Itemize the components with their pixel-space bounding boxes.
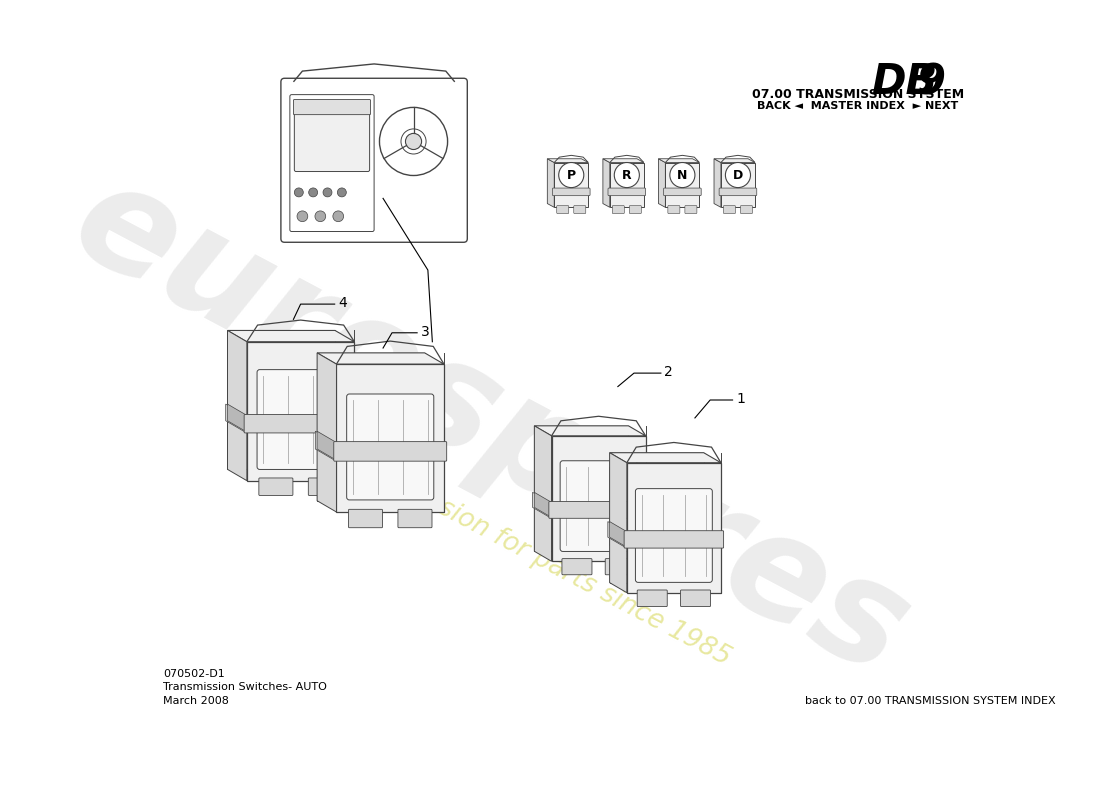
FancyBboxPatch shape [294, 99, 371, 114]
FancyBboxPatch shape [574, 206, 586, 214]
FancyBboxPatch shape [557, 206, 569, 214]
FancyBboxPatch shape [398, 510, 432, 528]
Text: R: R [621, 169, 631, 182]
Polygon shape [228, 330, 354, 342]
FancyBboxPatch shape [624, 530, 724, 548]
Text: 070502-D1: 070502-D1 [164, 669, 226, 679]
Polygon shape [535, 426, 646, 436]
Polygon shape [535, 426, 628, 551]
Circle shape [297, 211, 308, 222]
Text: a passion for parts since 1985: a passion for parts since 1985 [372, 461, 735, 670]
Polygon shape [609, 453, 721, 462]
FancyBboxPatch shape [605, 558, 635, 574]
FancyBboxPatch shape [295, 112, 370, 171]
FancyBboxPatch shape [668, 206, 680, 214]
FancyBboxPatch shape [663, 188, 701, 196]
Polygon shape [714, 158, 755, 162]
Polygon shape [548, 158, 554, 207]
Polygon shape [317, 353, 444, 364]
Polygon shape [548, 158, 588, 162]
Polygon shape [316, 431, 334, 460]
FancyBboxPatch shape [685, 206, 697, 214]
Polygon shape [228, 404, 246, 432]
FancyBboxPatch shape [608, 188, 646, 196]
Circle shape [323, 188, 332, 197]
Polygon shape [246, 342, 354, 481]
FancyBboxPatch shape [724, 206, 736, 214]
Polygon shape [627, 462, 721, 593]
Polygon shape [317, 353, 425, 501]
Polygon shape [659, 158, 700, 162]
FancyBboxPatch shape [257, 370, 344, 470]
FancyBboxPatch shape [719, 188, 757, 196]
Text: 4: 4 [339, 296, 346, 310]
Circle shape [333, 211, 343, 222]
Polygon shape [554, 162, 588, 207]
Text: Transmission Switches- AUTO: Transmission Switches- AUTO [164, 682, 328, 692]
Circle shape [315, 211, 326, 222]
Text: N: N [678, 169, 688, 182]
Text: eurospares: eurospares [51, 148, 931, 706]
Circle shape [338, 188, 346, 197]
FancyBboxPatch shape [562, 558, 592, 574]
Polygon shape [609, 522, 627, 547]
Polygon shape [720, 162, 755, 207]
Polygon shape [659, 158, 666, 207]
FancyBboxPatch shape [740, 206, 752, 214]
Text: 07.00 TRANSMISSION SYSTEM: 07.00 TRANSMISSION SYSTEM [752, 88, 964, 101]
Polygon shape [609, 453, 704, 582]
Text: 2: 2 [664, 366, 673, 379]
Text: P: P [566, 169, 575, 182]
Polygon shape [532, 492, 550, 518]
Text: DB: DB [871, 62, 937, 103]
FancyBboxPatch shape [244, 414, 358, 433]
Polygon shape [609, 453, 627, 593]
Polygon shape [609, 162, 644, 207]
Polygon shape [603, 158, 609, 207]
Polygon shape [714, 158, 720, 207]
FancyBboxPatch shape [549, 502, 648, 518]
Text: D: D [733, 169, 744, 182]
Polygon shape [337, 364, 444, 512]
FancyBboxPatch shape [552, 188, 590, 196]
Circle shape [614, 162, 639, 188]
Circle shape [670, 162, 695, 188]
Polygon shape [535, 492, 551, 518]
Text: back to 07.00 TRANSMISSION SYSTEM INDEX: back to 07.00 TRANSMISSION SYSTEM INDEX [804, 696, 1055, 706]
FancyBboxPatch shape [333, 442, 447, 461]
Polygon shape [317, 431, 337, 460]
Circle shape [559, 162, 584, 188]
Polygon shape [666, 162, 700, 207]
Polygon shape [228, 330, 246, 481]
Polygon shape [228, 330, 336, 470]
FancyBboxPatch shape [681, 590, 711, 606]
Text: March 2008: March 2008 [164, 696, 230, 706]
Polygon shape [226, 404, 245, 432]
FancyBboxPatch shape [258, 478, 293, 495]
Circle shape [309, 188, 318, 197]
Text: BACK ◄  MASTER INDEX  ► NEXT: BACK ◄ MASTER INDEX ► NEXT [758, 101, 959, 110]
Polygon shape [535, 426, 551, 562]
FancyBboxPatch shape [346, 394, 433, 500]
FancyBboxPatch shape [613, 206, 625, 214]
FancyBboxPatch shape [349, 510, 383, 528]
FancyBboxPatch shape [629, 206, 641, 214]
Polygon shape [603, 158, 644, 162]
FancyBboxPatch shape [636, 489, 713, 582]
Circle shape [725, 162, 750, 188]
FancyBboxPatch shape [308, 478, 342, 495]
Circle shape [406, 134, 421, 150]
Circle shape [295, 188, 304, 197]
Text: 3: 3 [420, 325, 429, 339]
Polygon shape [551, 436, 646, 562]
FancyBboxPatch shape [560, 461, 637, 551]
Polygon shape [317, 353, 337, 512]
Polygon shape [608, 522, 625, 547]
Text: 1: 1 [736, 392, 745, 406]
Text: 9: 9 [916, 62, 945, 103]
FancyBboxPatch shape [637, 590, 668, 606]
